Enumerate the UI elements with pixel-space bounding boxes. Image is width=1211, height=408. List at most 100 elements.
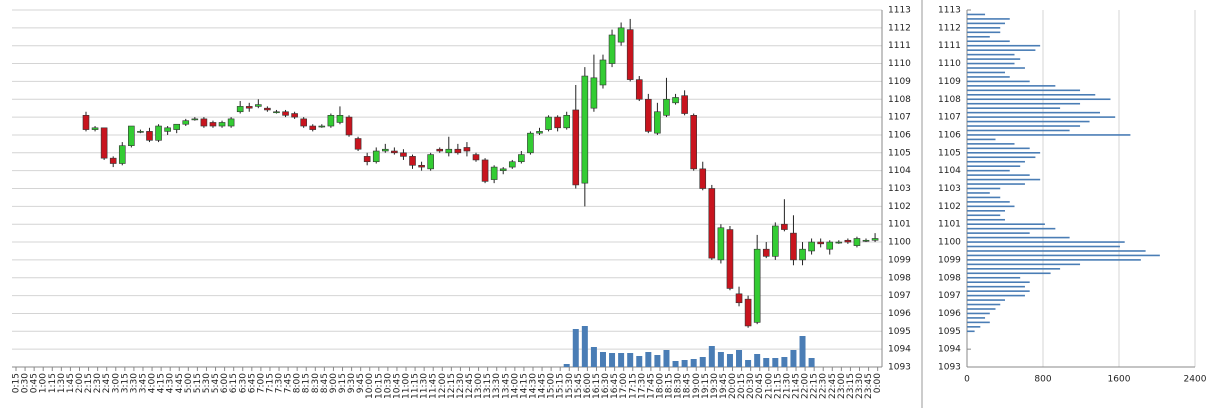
volume-bar — [754, 354, 761, 367]
x-tick-label: 6:15 — [229, 373, 239, 393]
x-tick-label: 19:15 — [701, 373, 711, 399]
candle-body — [581, 75, 589, 184]
profile-bar — [967, 294, 1025, 297]
y-tick-label: 1113 — [938, 6, 961, 16]
candle-body — [853, 238, 861, 246]
profile-bar — [967, 152, 1041, 154]
x-tick-label: 800 — [1034, 375, 1051, 385]
x-tick-label: 17:45 — [646, 373, 656, 399]
profile-bar — [967, 303, 1001, 306]
candle-body — [654, 111, 661, 134]
profile-bar — [967, 263, 1081, 266]
x-tick-label: 6:00 — [220, 373, 230, 393]
x-tick-label: 4:45 — [175, 373, 185, 393]
x-tick-label: 15:00 — [547, 373, 557, 399]
profile-bar — [967, 116, 1116, 118]
candle-body — [871, 238, 879, 241]
candle-body — [817, 241, 824, 245]
y-tick-label: 1096 — [888, 309, 911, 319]
y-tick-label: 1104 — [938, 166, 961, 176]
candle-body — [300, 118, 307, 127]
volume-bar — [609, 353, 616, 367]
y-tick-label: 1096 — [938, 309, 961, 319]
profile-bar — [967, 268, 1061, 270]
profile-bar — [967, 210, 1005, 212]
candle-body — [191, 118, 199, 121]
profile-bar — [967, 120, 1090, 123]
x-tick-label: 11:00 — [402, 373, 412, 399]
x-tick-label: 8:00 — [293, 373, 303, 393]
candle-body — [155, 125, 162, 141]
x-tick-label: 11:15 — [411, 373, 421, 399]
y-tick-label: 1101 — [888, 220, 911, 230]
candle-body — [354, 138, 362, 150]
candle-body — [699, 168, 707, 189]
y-tick-label: 1112 — [888, 23, 911, 33]
y-tick-label: 1094 — [938, 345, 961, 355]
y-tick-label: 1106 — [938, 130, 961, 140]
x-tick-label: 21:45 — [792, 373, 802, 399]
volume-bar — [654, 355, 661, 367]
y-tick-label: 1102 — [888, 202, 911, 212]
x-tick-label: 4:15 — [157, 373, 167, 393]
candle-body — [82, 115, 90, 130]
profile-bar — [967, 326, 981, 328]
x-tick-label: 19:30 — [710, 373, 720, 399]
profile-bar — [967, 18, 1010, 20]
profile-bar — [967, 85, 1056, 87]
profile-bar — [967, 259, 1141, 261]
x-tick-label: 23:30 — [855, 373, 865, 399]
y-tick-label: 1095 — [888, 327, 911, 337]
x-tick-label: 0:15 — [12, 373, 22, 393]
candle-body — [427, 154, 434, 170]
volume-bar — [790, 350, 797, 367]
candle-body — [436, 148, 444, 152]
x-tick-label: 13:00 — [474, 373, 484, 399]
candle-body — [118, 145, 126, 164]
x-tick-label: 8:15 — [302, 373, 312, 393]
x-tick-label: 14:45 — [538, 373, 548, 399]
y-tick-label: 1095 — [938, 327, 961, 337]
profile-bar — [967, 138, 996, 141]
x-tick-label: 20:30 — [746, 373, 756, 399]
x-tick-label: 14:15 — [519, 373, 529, 399]
profile-bar — [967, 299, 1005, 301]
candle-body — [508, 161, 516, 168]
candle-body — [790, 232, 797, 261]
x-tick-label: 10:45 — [392, 373, 402, 399]
profile-bar — [967, 93, 1096, 96]
x-tick-label: 21:15 — [773, 373, 783, 399]
volume-bar — [681, 360, 688, 367]
profile-bar — [967, 102, 1081, 105]
x-tick-label: 2400 — [1184, 375, 1207, 385]
candle-body — [227, 118, 235, 127]
profile-bar — [967, 165, 1021, 167]
y-tick-label: 1099 — [938, 255, 961, 265]
x-tick-label: 22:45 — [828, 373, 838, 399]
x-tick-label: 3:45 — [138, 373, 148, 393]
x-tick-label: 13:15 — [483, 373, 493, 399]
candle-body — [363, 156, 371, 163]
x-tick-label: 2:15 — [84, 373, 94, 393]
volume-bar — [636, 356, 643, 367]
profile-bar — [967, 192, 990, 194]
candle-body — [608, 34, 616, 64]
x-tick-label: 14:00 — [510, 373, 520, 399]
y-tick-label: 1103 — [938, 184, 961, 194]
candle-body — [400, 152, 407, 157]
y-tick-label: 1105 — [888, 148, 911, 158]
profile-bar — [967, 281, 1030, 284]
profile-bar — [967, 31, 1001, 34]
candle-body — [536, 131, 543, 134]
profile-bar — [967, 201, 1010, 203]
candle-body — [454, 148, 462, 154]
candle-body — [291, 113, 298, 118]
x-tick-label: 15:30 — [565, 373, 575, 399]
x-tick-label: 8:45 — [320, 373, 330, 393]
candle-body — [100, 127, 108, 159]
profile-bar — [967, 27, 1001, 29]
volume-bar — [726, 354, 733, 367]
y-tick-label: 1107 — [938, 113, 961, 123]
x-tick-label: 3:30 — [129, 373, 139, 393]
x-tick-label: 0:00 — [873, 373, 883, 393]
